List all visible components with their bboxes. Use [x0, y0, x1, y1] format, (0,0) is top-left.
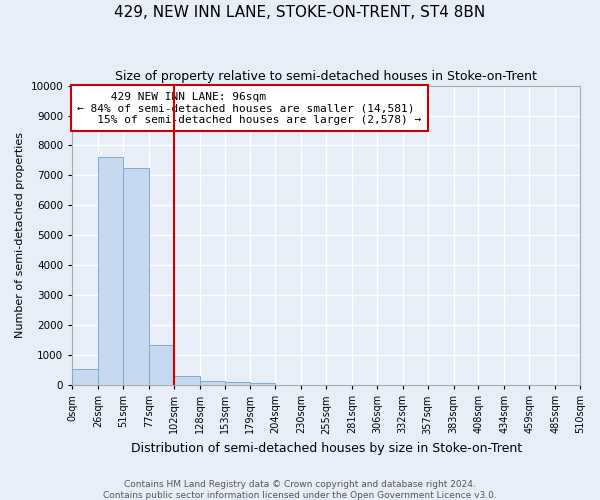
Bar	[250, 384, 275, 385]
Bar	[174, 376, 200, 385]
Bar	[123, 168, 149, 385]
Text: 429 NEW INN LANE: 96sqm
← 84% of semi-detached houses are smaller (14,581)
   15: 429 NEW INN LANE: 96sqm ← 84% of semi-de…	[77, 92, 422, 124]
Text: 429, NEW INN LANE, STOKE-ON-TRENT, ST4 8BN: 429, NEW INN LANE, STOKE-ON-TRENT, ST4 8…	[115, 5, 485, 20]
Y-axis label: Number of semi-detached properties: Number of semi-detached properties	[15, 132, 25, 338]
Text: Contains HM Land Registry data © Crown copyright and database right 2024.
Contai: Contains HM Land Registry data © Crown c…	[103, 480, 497, 500]
Bar	[149, 344, 174, 385]
Title: Size of property relative to semi-detached houses in Stoke-on-Trent: Size of property relative to semi-detach…	[115, 70, 537, 83]
Bar	[224, 382, 250, 385]
X-axis label: Distribution of semi-detached houses by size in Stoke-on-Trent: Distribution of semi-detached houses by …	[131, 442, 521, 455]
Bar	[98, 158, 123, 385]
Bar	[200, 380, 224, 385]
Bar	[72, 368, 98, 385]
